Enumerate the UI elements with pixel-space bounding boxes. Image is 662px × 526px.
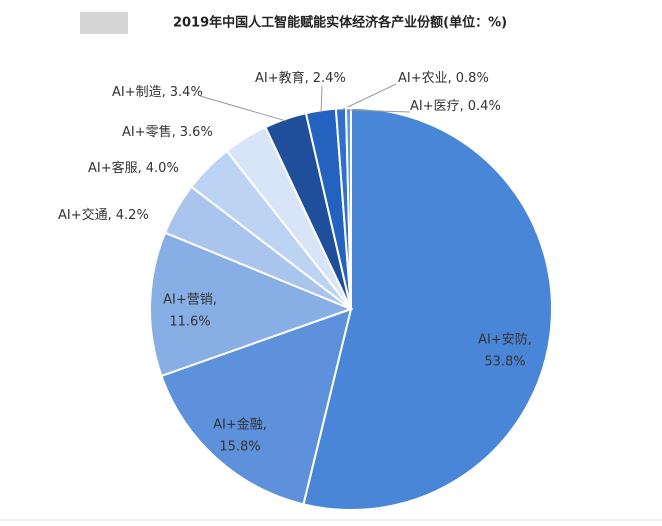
slice-label-group: AI+零售, 3.6% [122,124,213,140]
pie-slice [302,106,553,511]
leader-line [340,83,397,111]
slice-label: AI+制造, [112,85,166,100]
slice-label: AI+客服, [88,160,142,176]
value-label: 3.6% [180,125,213,140]
slice-label: AI+农业, [398,71,452,86]
slice-label: AI+交通, [58,207,112,223]
value-label: 4.2% [116,208,149,223]
slice-label: AI+营销, [163,293,217,308]
slice-label-group: AI+农业, 0.8% [398,71,489,86]
slice-label: AI+金融, [213,417,267,433]
slice-label: AI+医疗, [410,99,464,114]
pie-slice [149,231,354,378]
slice-label-group: AI+教育, 2.4% [255,70,346,86]
value-label: 15.8% [219,440,260,455]
slice-label: AI+教育, [255,70,309,86]
value-label: 4.0% [146,161,179,176]
leader-line [320,85,323,113]
slice-label-group: AI+客服, 4.0% [88,160,179,176]
slice-label-group: AI+医疗, 0.4% [410,99,501,114]
slice-label-group: AI+制造, 3.4% [112,85,203,100]
chart-title: 2019年中国人工智能赋能实体经济各产业份额(单位：%) [173,15,507,31]
value-label: 53.8% [484,355,525,370]
value-label: 0.8% [456,71,489,86]
slice-label-group: AI+交通, 4.2% [58,207,149,223]
value-label: 2.4% [313,71,346,86]
logo-placeholder [80,12,128,34]
slice-label: AI+零售, [122,124,176,140]
value-label: 0.4% [468,99,501,114]
pie-slice [344,106,352,310]
pie-slice [160,307,353,506]
slice-label: AI+安防, [478,332,532,348]
leader-line [348,109,411,113]
leader-line [199,95,287,122]
value-label: 3.4% [170,85,203,100]
value-label: 11.6% [169,315,210,330]
